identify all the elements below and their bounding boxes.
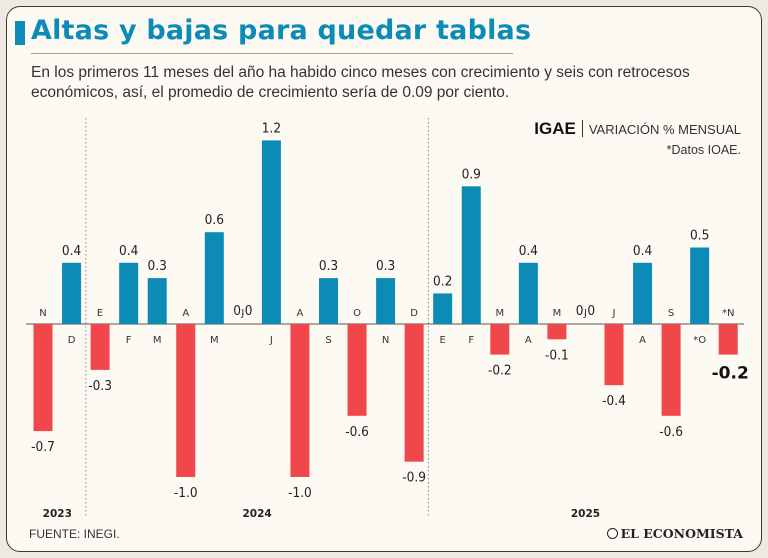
bar xyxy=(347,324,367,416)
indicator-name: IGAE xyxy=(534,119,576,138)
tick-label: M xyxy=(553,308,562,319)
tick-label: *N xyxy=(722,308,734,319)
data-label: -0.3 xyxy=(88,378,112,394)
measure-label: VARIACIÓN % MENSUAL xyxy=(588,122,741,137)
data-label: 0.4 xyxy=(519,243,539,259)
brand-logo: EL ECONOMISTA xyxy=(606,526,743,541)
legend-separator xyxy=(581,120,583,137)
bar xyxy=(690,247,710,324)
tick-label: S xyxy=(668,308,674,319)
tick-label: A xyxy=(639,335,646,346)
year-label: 2025 xyxy=(571,508,600,520)
tick-label: F xyxy=(126,335,132,346)
bar xyxy=(604,324,624,386)
title-divider xyxy=(31,53,513,54)
tick-label: A xyxy=(182,308,189,319)
tick-label: M xyxy=(153,335,162,346)
data-label: 0.0 xyxy=(576,303,595,319)
tick-label: S xyxy=(325,335,331,346)
data-label: -0.1 xyxy=(545,347,569,363)
bar xyxy=(261,140,281,324)
bar xyxy=(90,324,110,370)
bar xyxy=(718,324,738,355)
bar xyxy=(433,293,453,324)
data-label: -0.9 xyxy=(402,470,426,486)
data-label: 0.5 xyxy=(690,228,709,244)
tick-label: O xyxy=(353,308,361,319)
data-label: 0.4 xyxy=(633,243,653,259)
tick-label: J xyxy=(240,308,244,319)
data-label: -1.0 xyxy=(288,485,312,501)
data-label: -0.7 xyxy=(31,439,55,455)
tick-label: J xyxy=(583,308,587,319)
bar xyxy=(147,278,167,324)
tick-label: E xyxy=(440,335,446,346)
brand-circle-icon xyxy=(606,528,618,539)
tick-label: E xyxy=(97,308,103,319)
data-label: 0.6 xyxy=(205,212,224,228)
data-label: 0.2 xyxy=(433,273,452,289)
bar xyxy=(204,232,224,324)
bar xyxy=(176,324,196,477)
bar xyxy=(62,262,82,324)
data-label: 1.2 xyxy=(262,120,281,136)
tick-label: A xyxy=(297,308,304,319)
bar xyxy=(33,324,53,432)
data-label: -1.0 xyxy=(174,485,198,501)
bar xyxy=(661,324,681,416)
page-subtitle: En los primeros 11 meses del año ha habi… xyxy=(31,64,690,101)
tick-label: M xyxy=(495,308,504,319)
tick-label: D xyxy=(68,335,76,346)
tick-label: J xyxy=(612,308,616,319)
data-label: -0.6 xyxy=(345,424,369,440)
tick-label: F xyxy=(468,335,474,346)
bar xyxy=(633,262,653,324)
year-label: 2023 xyxy=(43,508,72,520)
data-note: *Datos IOAE. xyxy=(666,143,741,157)
bar xyxy=(490,324,510,355)
bar xyxy=(290,324,310,477)
bar xyxy=(461,186,481,324)
brand-name: EL ECONOMISTA xyxy=(620,526,743,541)
page-title: Altas y bajas para quedar tablas xyxy=(31,15,532,46)
bar xyxy=(119,262,139,324)
tick-label: M xyxy=(210,335,219,346)
tick-label: N xyxy=(39,308,46,319)
bar xyxy=(404,324,424,462)
bar xyxy=(547,324,567,340)
tick-label: A xyxy=(525,335,532,346)
data-label: 0.4 xyxy=(119,243,139,259)
tick-label: *O xyxy=(693,335,706,346)
tick-label: D xyxy=(410,308,418,319)
tick-label: J xyxy=(269,335,273,346)
data-label: 0.4 xyxy=(62,243,82,259)
tick-label: N xyxy=(382,335,389,346)
data-label: 0.9 xyxy=(462,166,481,182)
bar xyxy=(319,278,338,324)
chart-legend: IGAE VARIACIÓN % MENSUAL xyxy=(534,119,741,139)
data-label: -0.2 xyxy=(712,364,749,384)
bar xyxy=(376,278,396,324)
data-label: 0.0 xyxy=(233,303,252,319)
year-label: 2024 xyxy=(243,508,272,520)
data-label: -0.2 xyxy=(488,363,512,379)
data-label: -0.4 xyxy=(602,393,626,409)
title-accent-bar xyxy=(15,21,25,45)
source-label: FUENTE: INEGI. xyxy=(29,527,120,541)
data-label: 0.3 xyxy=(376,258,395,274)
data-label: -0.6 xyxy=(659,424,683,440)
data-label: 0.3 xyxy=(319,258,338,274)
data-label: 0.3 xyxy=(148,258,167,274)
bar xyxy=(518,262,538,324)
